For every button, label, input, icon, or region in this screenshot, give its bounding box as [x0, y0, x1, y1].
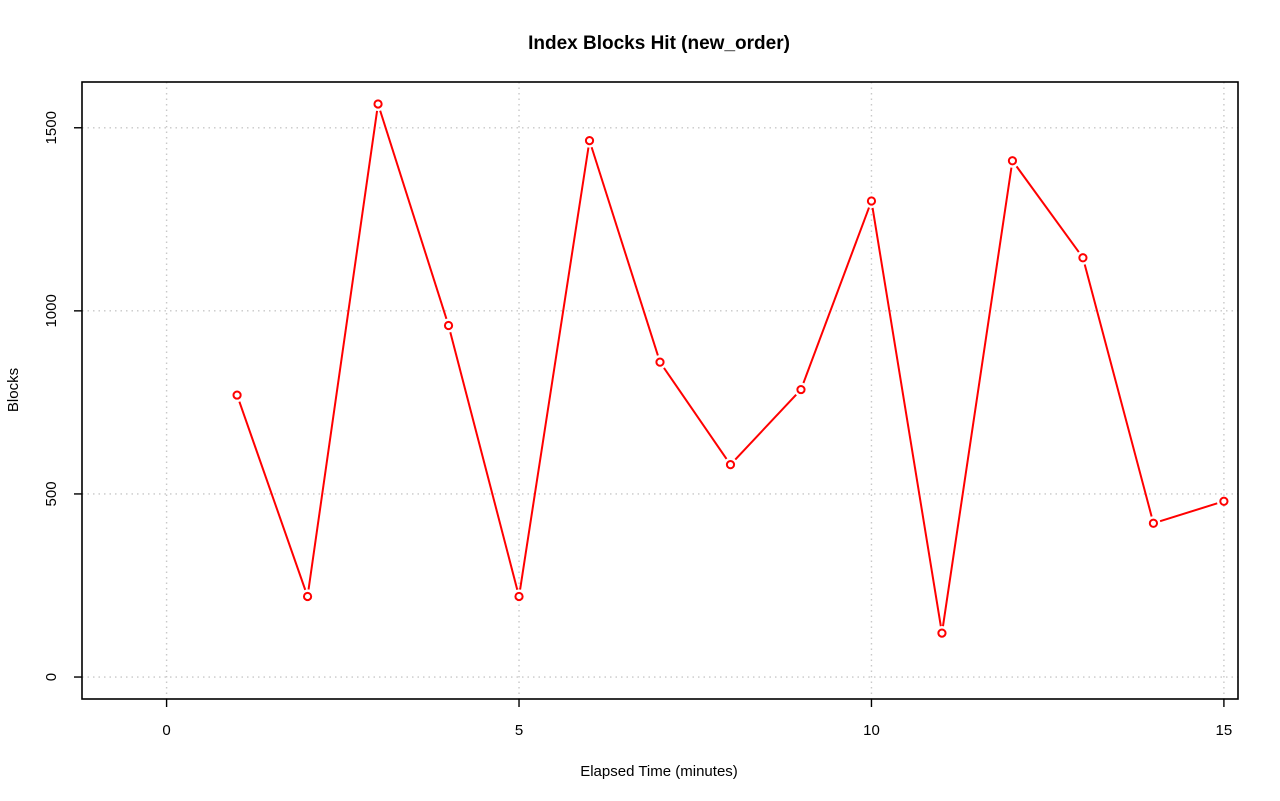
series-line-segment [379, 110, 448, 320]
data-point [796, 384, 806, 395]
y-tick-label: 0 [43, 673, 60, 681]
series-line-segment [238, 401, 307, 591]
series-line-segment [449, 332, 519, 590]
data-point [373, 99, 383, 109]
data-point [1078, 253, 1088, 263]
data-point [443, 320, 454, 331]
y-tick-label: 1500 [43, 111, 60, 144]
x-axis-label: Elapsed Time (minutes) [580, 763, 738, 780]
data-point [232, 390, 242, 400]
data-point [514, 591, 524, 602]
series-line-segment [871, 207, 942, 627]
data-point [937, 628, 947, 638]
series-line-segment [802, 207, 870, 384]
series-line-segment [941, 167, 1013, 627]
series-line-segment [1015, 165, 1080, 253]
data-series [232, 99, 1229, 638]
data-point [655, 357, 665, 367]
data-point [584, 135, 595, 146]
series-line-segment [519, 147, 590, 590]
chart-title: Index Blocks Hit (new_order) [528, 33, 790, 54]
x-tick-label: 15 [1216, 722, 1233, 739]
data-point [1219, 496, 1229, 506]
data-point [866, 196, 877, 206]
x-tick-label: 5 [515, 722, 523, 739]
series-line-segment [307, 110, 379, 590]
y-axis-label: Blocks [5, 368, 22, 412]
series-line-segment [734, 394, 797, 461]
y-tick-label: 500 [43, 481, 60, 506]
data-point [1007, 156, 1018, 166]
series-line-segment [1083, 264, 1153, 517]
series-line-segment [663, 367, 728, 460]
data-point [725, 460, 736, 470]
x-tick-label: 0 [162, 722, 170, 739]
data-point [1148, 518, 1159, 528]
y-tick-label: 1000 [43, 294, 60, 327]
series-line-segment [1159, 502, 1218, 523]
data-point [302, 591, 313, 602]
x-tick-label: 10 [863, 722, 880, 739]
plot-frame [81, 81, 1239, 700]
axes: 0 5 10 15 0 500 1000 1500 [43, 81, 1239, 739]
grid [82, 82, 1238, 699]
series-line-segment [590, 146, 659, 356]
